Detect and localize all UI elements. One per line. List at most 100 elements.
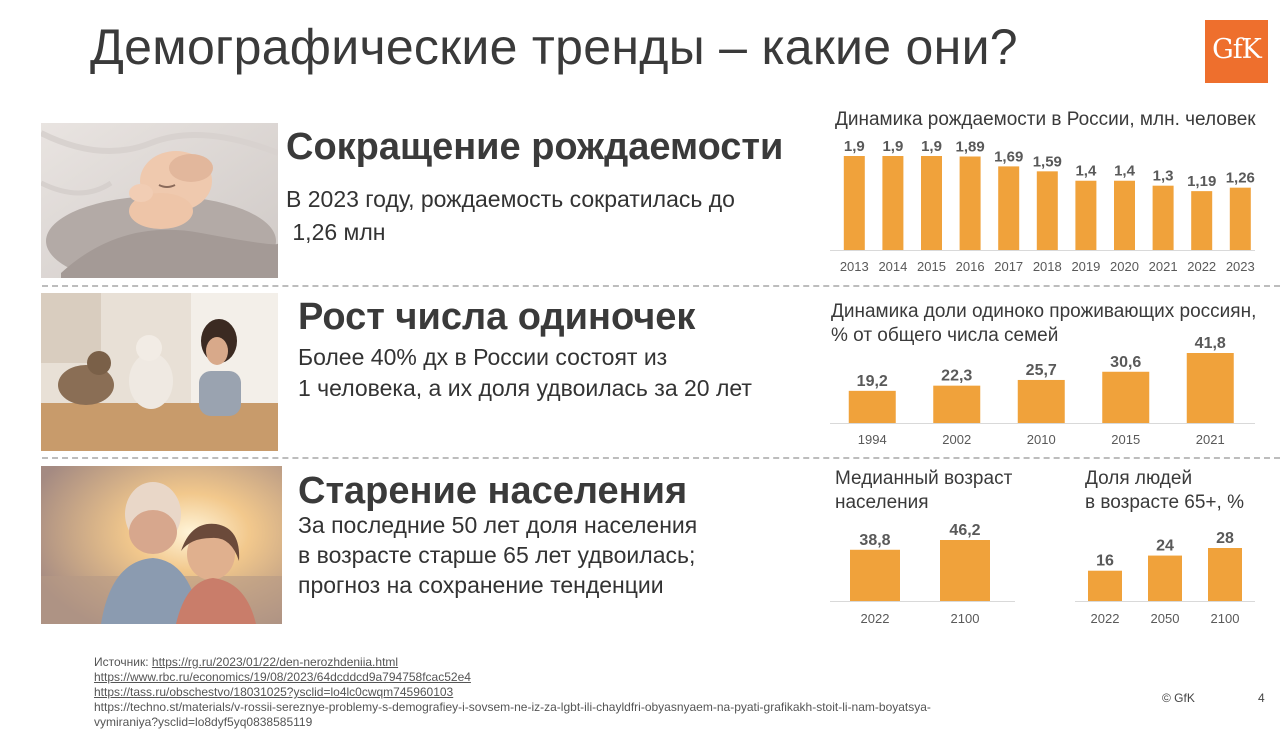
logo-text: GfK: [1212, 34, 1262, 65]
text-line: В 2023 году, рождаемость сократилась до: [286, 186, 735, 212]
bar: [882, 156, 904, 250]
bar: [1229, 187, 1251, 250]
bar: [959, 156, 981, 250]
tick-label: 2100: [1211, 611, 1240, 626]
data-label: 1,9: [882, 138, 903, 155]
text-line: в возрасте старше 65 лет удвоилась;: [298, 542, 696, 568]
data-label: 28: [1216, 530, 1234, 547]
chart-title-line: % от общего числа семей: [831, 325, 1059, 346]
section-text-singles: Более 40% дх в России состоят из 1 челов…: [298, 342, 752, 404]
tick-label: 2022: [1091, 611, 1120, 626]
chart-title-line: Динамика доли одиноко проживающих россия…: [831, 301, 1257, 322]
elderly-share-bar-chart: 16 2022 24 2050 28 2100: [1075, 530, 1255, 626]
bar: [1114, 180, 1135, 250]
tick-label: 2015: [917, 259, 946, 274]
section-text-birthrate: В 2023 году, рождаемость сократилась до …: [286, 183, 735, 249]
bar: [1152, 185, 1174, 250]
chart-title-line: Медианный возраст: [835, 468, 1013, 489]
chart-title-singles: Динамика доли одиноко проживающих россия…: [831, 300, 1256, 348]
bar: [933, 385, 981, 423]
data-label: 24: [1156, 538, 1174, 555]
data-label: 22,3: [941, 368, 972, 385]
bar: [1148, 555, 1182, 601]
section-title-birthrate: Сокращение рождаемости: [286, 126, 784, 168]
data-label: 1,4: [1114, 163, 1136, 180]
data-label: 1,4: [1075, 163, 1097, 180]
data-label: 1,19: [1187, 173, 1216, 190]
bar: [1208, 548, 1242, 601]
bar: [1186, 353, 1234, 423]
copyright: © GfK: [1162, 691, 1195, 705]
tick-label: 2016: [956, 259, 985, 274]
bar: [1102, 371, 1150, 423]
source-text: https://techno.st/materials/v-rossii-ser…: [94, 700, 931, 714]
text-line: Более 40% дх в России состоят из: [298, 344, 668, 370]
section-title-aging: Старение населения: [298, 470, 688, 512]
data-label: 16: [1096, 553, 1114, 570]
section-title-singles: Рост числа одиночек: [298, 296, 696, 338]
bar: [1075, 180, 1097, 250]
tick-label: 2015: [1111, 432, 1140, 447]
chart-title-line: Доля людей: [1085, 468, 1193, 489]
chart-title-line: в возрасте 65+, %: [1085, 492, 1244, 513]
section-text-aging: За последние 50 лет доля населения в воз…: [298, 510, 697, 600]
tick-label: 2010: [1027, 432, 1056, 447]
text-line: 1,26 млн: [286, 219, 386, 245]
tick-label: 2022: [1187, 259, 1216, 274]
tick-label: 2022: [861, 611, 890, 626]
chart-title-median-age: Медианный возраст населения: [835, 467, 1012, 515]
source-link[interactable]: https://tass.ru/obschestvo/18031025?yscl…: [94, 685, 454, 699]
section-divider: [42, 457, 1280, 459]
tick-label: 2100: [951, 611, 980, 626]
bar: [843, 156, 865, 250]
tick-label: 2019: [1071, 259, 1100, 274]
data-label: 1,26: [1226, 170, 1255, 187]
bar: [940, 540, 990, 601]
tick-label: 2021: [1196, 432, 1225, 447]
page-number: 4: [1258, 691, 1265, 705]
source-link[interactable]: https://www.rbc.ru/economics/19/08/2023/…: [94, 670, 471, 684]
data-label: 1,89: [955, 138, 984, 155]
elderly-couple-photo: [41, 466, 282, 624]
data-label: 1,59: [1033, 153, 1062, 170]
bar: [1088, 570, 1122, 601]
tick-label: 2018: [1033, 259, 1062, 274]
text-line: 1 человека, а их доля удвоилась за 20 ле…: [298, 375, 752, 401]
sources-block: Источник: https://rg.ru/2023/01/22/den-n…: [94, 655, 931, 730]
woman-cats-photo: [41, 293, 278, 451]
section-divider: [42, 285, 1280, 287]
bar: [1191, 191, 1213, 250]
tick-label: 2050: [1151, 611, 1180, 626]
bar: [921, 156, 942, 250]
tick-label: 2014: [878, 259, 907, 274]
gfk-logo: GfK: [1205, 20, 1268, 83]
tick-label: 2021: [1149, 259, 1178, 274]
bar: [848, 390, 896, 423]
singles-bar-chart: 19,2 1994 22,3 2002 25,7 2010 30,6 2015 41,8 2021: [830, 335, 1255, 447]
page-title: Демографические тренды – какие они?: [90, 19, 1018, 75]
bar: [998, 166, 1020, 250]
data-label: 41,8: [1195, 335, 1226, 352]
tick-label: 2002: [942, 432, 971, 447]
source-link[interactable]: https://rg.ru/2023/01/22/den-nerozhdenii…: [151, 655, 399, 669]
tick-label: 2013: [840, 259, 869, 274]
data-label: 30,6: [1110, 354, 1141, 371]
chart-title-birthrate: Динамика рождаемости в России, млн. чело…: [835, 109, 1256, 130]
data-label: 19,2: [857, 373, 888, 390]
tick-label: 2017: [994, 259, 1023, 274]
tick-label: 2023: [1226, 259, 1255, 274]
tick-label: 2020: [1110, 259, 1139, 274]
source-text: vymiraniya?ysclid=lo8dyf5yq0838585119: [94, 715, 313, 729]
data-label: 46,2: [949, 522, 980, 539]
data-label: 38,8: [859, 532, 890, 549]
text-line: За последние 50 лет доля населения: [298, 512, 698, 538]
data-label: 1,3: [1153, 168, 1174, 185]
bar: [1036, 171, 1058, 250]
sources-label: Источник:: [94, 655, 149, 669]
data-label: 1,9: [921, 138, 942, 155]
data-label: 1,69: [994, 148, 1023, 165]
baby-photo: [41, 123, 278, 278]
median-age-bar-chart: 38,8 2022 46,2 2100: [830, 522, 1015, 626]
text-line: прогноз на сохранение тенденции: [298, 572, 664, 598]
bar: [1017, 379, 1065, 423]
